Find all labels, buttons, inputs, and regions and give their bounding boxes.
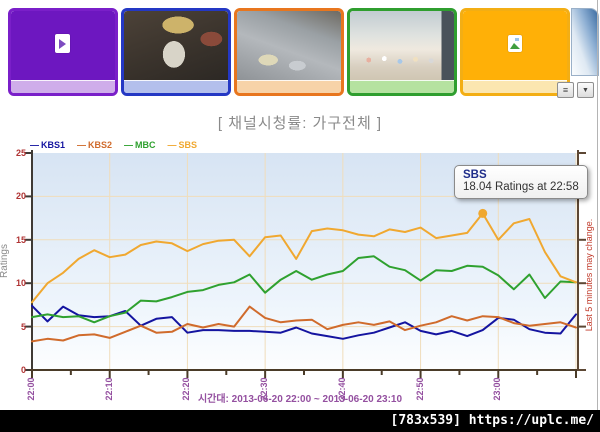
legend-label: KBS1: [41, 140, 66, 150]
image-file-icon: [508, 35, 522, 52]
legend-label: SBS: [178, 140, 198, 150]
legend-swatch: —: [30, 140, 39, 150]
watermark-bar: [783x539] https://uplc.me/: [0, 410, 600, 432]
y-axis-tick-label: 15: [15, 234, 26, 245]
panel-divider: [597, 0, 598, 410]
x-axis-tick-label: 22:50: [414, 377, 425, 401]
x-axis-tick-label: 22:10: [103, 377, 114, 401]
chart-legend: — KBS1— KBS2— MBC — SBS: [30, 140, 197, 150]
x-axis-tick-label: 22:30: [259, 377, 270, 401]
dropdown-button[interactable]: ▼: [577, 82, 594, 98]
right-axis-note: Last 5 minutes may change.: [584, 218, 594, 332]
thumb-2-video-frame: [124, 11, 228, 81]
y-axis-tick-label: 5: [20, 321, 26, 332]
thumb-2-footer: [124, 80, 228, 93]
channel-thumb-3[interactable]: [234, 8, 344, 96]
watermark-text: [783x539] https://uplc.me/: [390, 413, 595, 428]
channel-thumb-1[interactable]: [8, 8, 118, 96]
thumb-3-video-frame: [237, 11, 341, 81]
thumb-4-footer: [350, 80, 454, 93]
legend-label: KBS2: [88, 140, 113, 150]
media-file-icon: [55, 34, 70, 53]
x-axis-tick-label: 22:20: [181, 377, 192, 401]
x-axis-tick-label: 23:00: [492, 377, 503, 401]
chart-tooltip: SBS 18.04 Ratings at 22:58: [454, 165, 588, 199]
legend-item-sbs[interactable]: — SBS: [168, 140, 198, 150]
legend-item-mbc[interactable]: — MBC: [124, 140, 156, 150]
list-icon-button[interactable]: ≡: [557, 82, 574, 98]
thumb-3-footer: [237, 80, 341, 93]
legend-item-kbs1[interactable]: — KBS1: [30, 140, 65, 150]
sky-gradient-panel: [571, 8, 599, 76]
legend-swatch: —: [124, 140, 134, 150]
channel-thumb-5[interactable]: [460, 8, 570, 96]
ratings-chart[interactable]: — KBS1— KBS2— MBC — SBS Ratings Last 5 minute…: [0, 140, 600, 410]
tooltip-series-name: SBS: [463, 169, 487, 181]
legend-swatch: —: [167, 140, 177, 150]
channel-thumb-4[interactable]: [347, 8, 457, 96]
chevron-down-icon: ▼: [582, 87, 589, 94]
legend-swatch: —: [77, 140, 87, 150]
channel-thumb-2[interactable]: [121, 8, 231, 96]
thumb-5-image: [463, 11, 567, 81]
thumb-5-footer: [463, 80, 567, 93]
x-axis-tick-label: 22:40: [336, 377, 347, 401]
legend-label: MBC: [135, 140, 156, 150]
thumb-4-video-frame: [350, 11, 454, 81]
y-axis-tick-label: 0: [20, 365, 26, 375]
legend-item-kbs2[interactable]: — KBS2: [77, 140, 112, 150]
thumb-1-image: [11, 11, 115, 81]
time-range-caption: 시간대: 2013-06-20 22:00 ~ 2013-06-20 23:10: [197, 394, 403, 405]
y-axis-tick-label: 25: [15, 148, 26, 158]
y-axis-tick-label: 20: [15, 191, 26, 202]
page-title: [ 채널시청률: 가구전체 ]: [217, 115, 383, 132]
y-axis-tick-label: 10: [15, 278, 26, 289]
list-icon: ≡: [562, 85, 569, 95]
x-axis-tick-label: 22:00: [26, 377, 36, 401]
tooltip-value-text: 18.04 Ratings at 22:58: [463, 181, 579, 193]
thumb-1-footer: [11, 80, 115, 93]
